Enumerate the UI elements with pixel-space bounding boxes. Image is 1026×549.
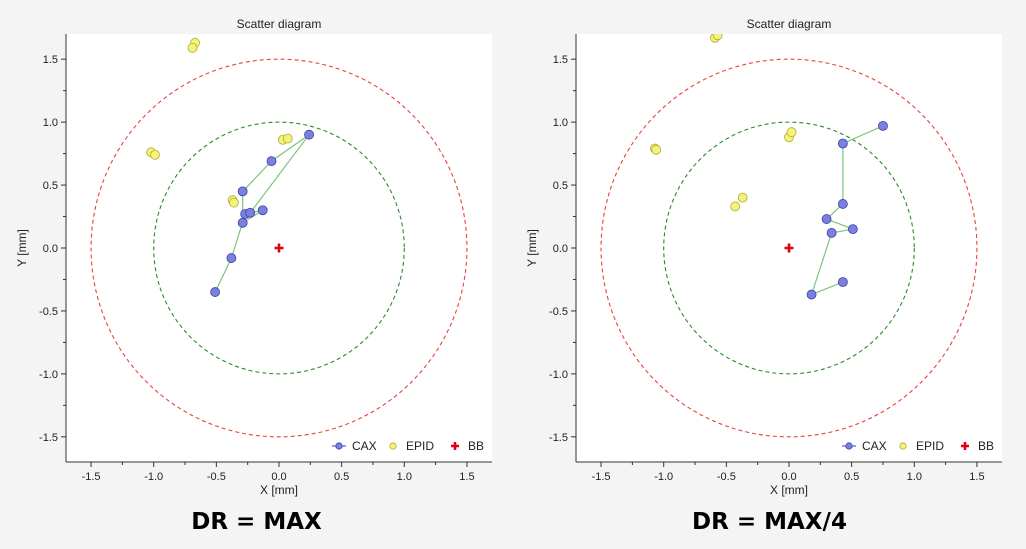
cax-point xyxy=(821,214,832,224)
epid-point xyxy=(786,127,797,138)
cax-point xyxy=(304,129,314,140)
x-tick-label: 0.5 xyxy=(844,471,859,483)
y-tick-label: 1.0 xyxy=(553,117,568,129)
legend-label-bb: BB xyxy=(468,439,484,453)
scatter-chart-right: Scatter diagram -1.5 -1.0 -0.5 0.0 0.5 1.0 1.5 -… xyxy=(525,17,1002,497)
cax-point xyxy=(847,224,858,235)
legend-marker-bb xyxy=(961,442,969,450)
legend-marker-cax xyxy=(335,442,343,450)
plot-layer xyxy=(600,34,978,438)
tolerance-circle-0 xyxy=(600,58,978,438)
tolerance-circle-1 xyxy=(153,121,405,375)
caption-left: DR = MAX xyxy=(191,509,322,535)
y-tick-label: -1.0 xyxy=(549,369,568,381)
tolerance-circle-0 xyxy=(90,58,468,438)
x-tick-label: -1.5 xyxy=(82,471,101,483)
y-axis-label: Y [mm] xyxy=(525,229,539,267)
chart-title: Scatter diagram xyxy=(747,17,832,31)
epid-point xyxy=(150,149,160,160)
x-axis-label: X [mm] xyxy=(260,483,298,497)
y-tick-label: 1.0 xyxy=(43,117,58,129)
x-tick-label: -0.5 xyxy=(717,471,736,483)
y-tick-label: -0.5 xyxy=(549,306,568,318)
epid-point xyxy=(187,42,198,53)
legend-label-cax: CAX xyxy=(862,439,887,453)
legend-marker-cax xyxy=(845,442,853,450)
cax-point xyxy=(245,207,256,218)
x-tick-label: 1.5 xyxy=(459,471,474,483)
legend-marker-bb xyxy=(451,442,459,450)
epid-point xyxy=(651,144,662,155)
legend-label-epid: EPID xyxy=(916,439,944,453)
y-tick-label: 0.5 xyxy=(553,180,568,192)
x-tick-label: 1.0 xyxy=(397,471,412,483)
plot-layer xyxy=(90,37,468,438)
x-tick-label: 0.0 xyxy=(781,471,796,483)
cax-point xyxy=(266,156,277,167)
cax-point xyxy=(837,138,848,149)
x-tick-label: 1.0 xyxy=(907,471,922,483)
legend-marker-epid xyxy=(389,442,397,450)
y-tick-label: 1.5 xyxy=(553,54,568,66)
y-tick-label: 0.0 xyxy=(553,243,568,255)
x-tick-label: -1.0 xyxy=(144,471,163,483)
legend-label-epid: EPID xyxy=(406,439,434,453)
y-tick-label: 0.0 xyxy=(43,243,58,255)
y-axis-label: Y [mm] xyxy=(15,229,29,267)
x-axis-label: X [mm] xyxy=(770,483,808,497)
bb-point xyxy=(274,243,284,253)
legend-label-cax: CAX xyxy=(352,439,377,453)
cax-point xyxy=(257,205,268,216)
legend-label-bb: BB xyxy=(978,439,994,453)
x-tick-label: -1.5 xyxy=(592,471,611,483)
bb-point xyxy=(784,243,794,253)
left-panel: Scatter diagram -1.5 -1.0 -0.5 0.0 0.5 1.0 1.5 -… xyxy=(15,17,492,535)
tolerance-circle-1 xyxy=(663,121,915,375)
cax-point xyxy=(226,253,237,263)
cax-point xyxy=(237,217,248,228)
y-tick-label: -1.5 xyxy=(549,432,568,444)
epid-point xyxy=(282,133,293,144)
cax-point xyxy=(837,199,848,209)
x-tick-label: 0.5 xyxy=(334,471,349,483)
cax-point xyxy=(837,277,848,287)
y-tick-label: -0.5 xyxy=(39,306,58,318)
y-tick-label: -1.0 xyxy=(39,369,58,381)
chart-title: Scatter diagram xyxy=(237,17,322,31)
epid-point xyxy=(730,201,741,212)
cax-point xyxy=(826,227,837,238)
x-tick-label: -0.5 xyxy=(207,471,226,483)
x-tick-label: 1.5 xyxy=(969,471,984,483)
cax-point xyxy=(806,289,817,300)
cax-point xyxy=(210,287,221,297)
scatter-chart-left: Scatter diagram -1.5 -1.0 -0.5 0.0 0.5 1.0 1.5 -… xyxy=(15,17,492,497)
cax-line xyxy=(810,125,884,296)
right-panel: Scatter diagram -1.5 -1.0 -0.5 0.0 0.5 1.0 1.5 -… xyxy=(513,0,1026,549)
legend-marker-epid xyxy=(899,442,907,450)
epid-point xyxy=(228,197,239,208)
epid-point xyxy=(712,34,723,41)
epid-point xyxy=(737,192,748,203)
y-tick-label: 1.5 xyxy=(43,54,58,66)
cax-point xyxy=(237,186,248,197)
y-tick-label: -1.5 xyxy=(39,432,58,444)
cax-point xyxy=(878,120,888,131)
x-tick-label: -1.0 xyxy=(654,471,673,483)
x-tick-label: 0.0 xyxy=(271,471,286,483)
y-tick-label: 0.5 xyxy=(43,180,58,192)
caption-right: DR = MAX/4 xyxy=(692,509,847,535)
